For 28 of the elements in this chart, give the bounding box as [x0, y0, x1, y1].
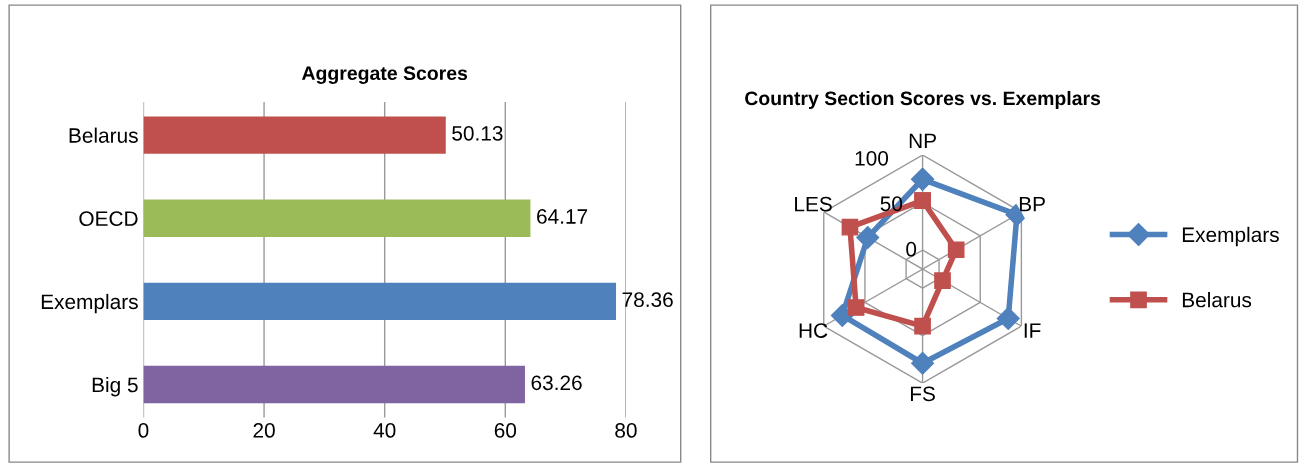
bar: [143, 365, 525, 404]
x-tick-label: 60: [494, 423, 517, 438]
bar: [143, 282, 617, 321]
spoke-label: HC: [799, 323, 828, 338]
chart-title: Aggregate Scores: [301, 66, 468, 84]
data-label: 78.36: [622, 292, 673, 307]
bar: [143, 116, 446, 154]
x-tick-label: 20: [253, 423, 275, 438]
spoke-label: LES: [795, 196, 832, 212]
legend-label: Exemplars: [1182, 226, 1279, 247]
spoke-label: BP: [1019, 196, 1045, 212]
bar: [143, 199, 531, 237]
spoke-label: IF: [1024, 323, 1041, 338]
spoke-label: FS: [910, 386, 935, 402]
spoke-label: NP: [909, 133, 936, 149]
x-tick-label: 40: [373, 423, 396, 438]
legend-label: Belarus: [1182, 292, 1252, 308]
x-tick-label: 80: [615, 423, 637, 438]
data-label: 50.13: [452, 125, 503, 141]
y-tick-label: 100: [855, 150, 889, 166]
y-tick-label: Belarus: [69, 127, 138, 143]
y-tick-label: OECD: [79, 211, 138, 227]
x-tick-label: 0: [138, 423, 149, 438]
chart-title: Country Section Scores vs. Exemplars: [745, 90, 1101, 110]
y-tick-label: Big 5: [92, 377, 138, 397]
data-label: 63.26: [531, 375, 582, 391]
data-label: 64.17: [537, 209, 588, 224]
y-tick-label: Exemplars: [41, 293, 138, 314]
